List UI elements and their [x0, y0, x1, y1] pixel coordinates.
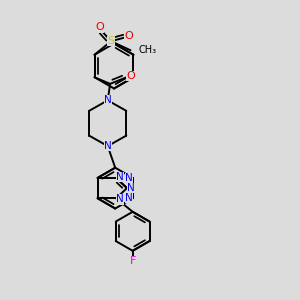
Text: N: N	[127, 183, 135, 193]
Text: N: N	[125, 173, 133, 183]
Text: O: O	[95, 22, 104, 32]
Text: CH₃: CH₃	[139, 45, 157, 55]
Text: N: N	[116, 194, 124, 205]
Text: O: O	[126, 71, 135, 81]
Text: N: N	[104, 141, 112, 151]
Text: F: F	[130, 256, 136, 266]
Text: S: S	[107, 36, 115, 46]
Text: N: N	[125, 193, 133, 203]
Text: O: O	[124, 31, 133, 41]
Text: N: N	[116, 172, 124, 182]
Text: N: N	[104, 95, 112, 105]
